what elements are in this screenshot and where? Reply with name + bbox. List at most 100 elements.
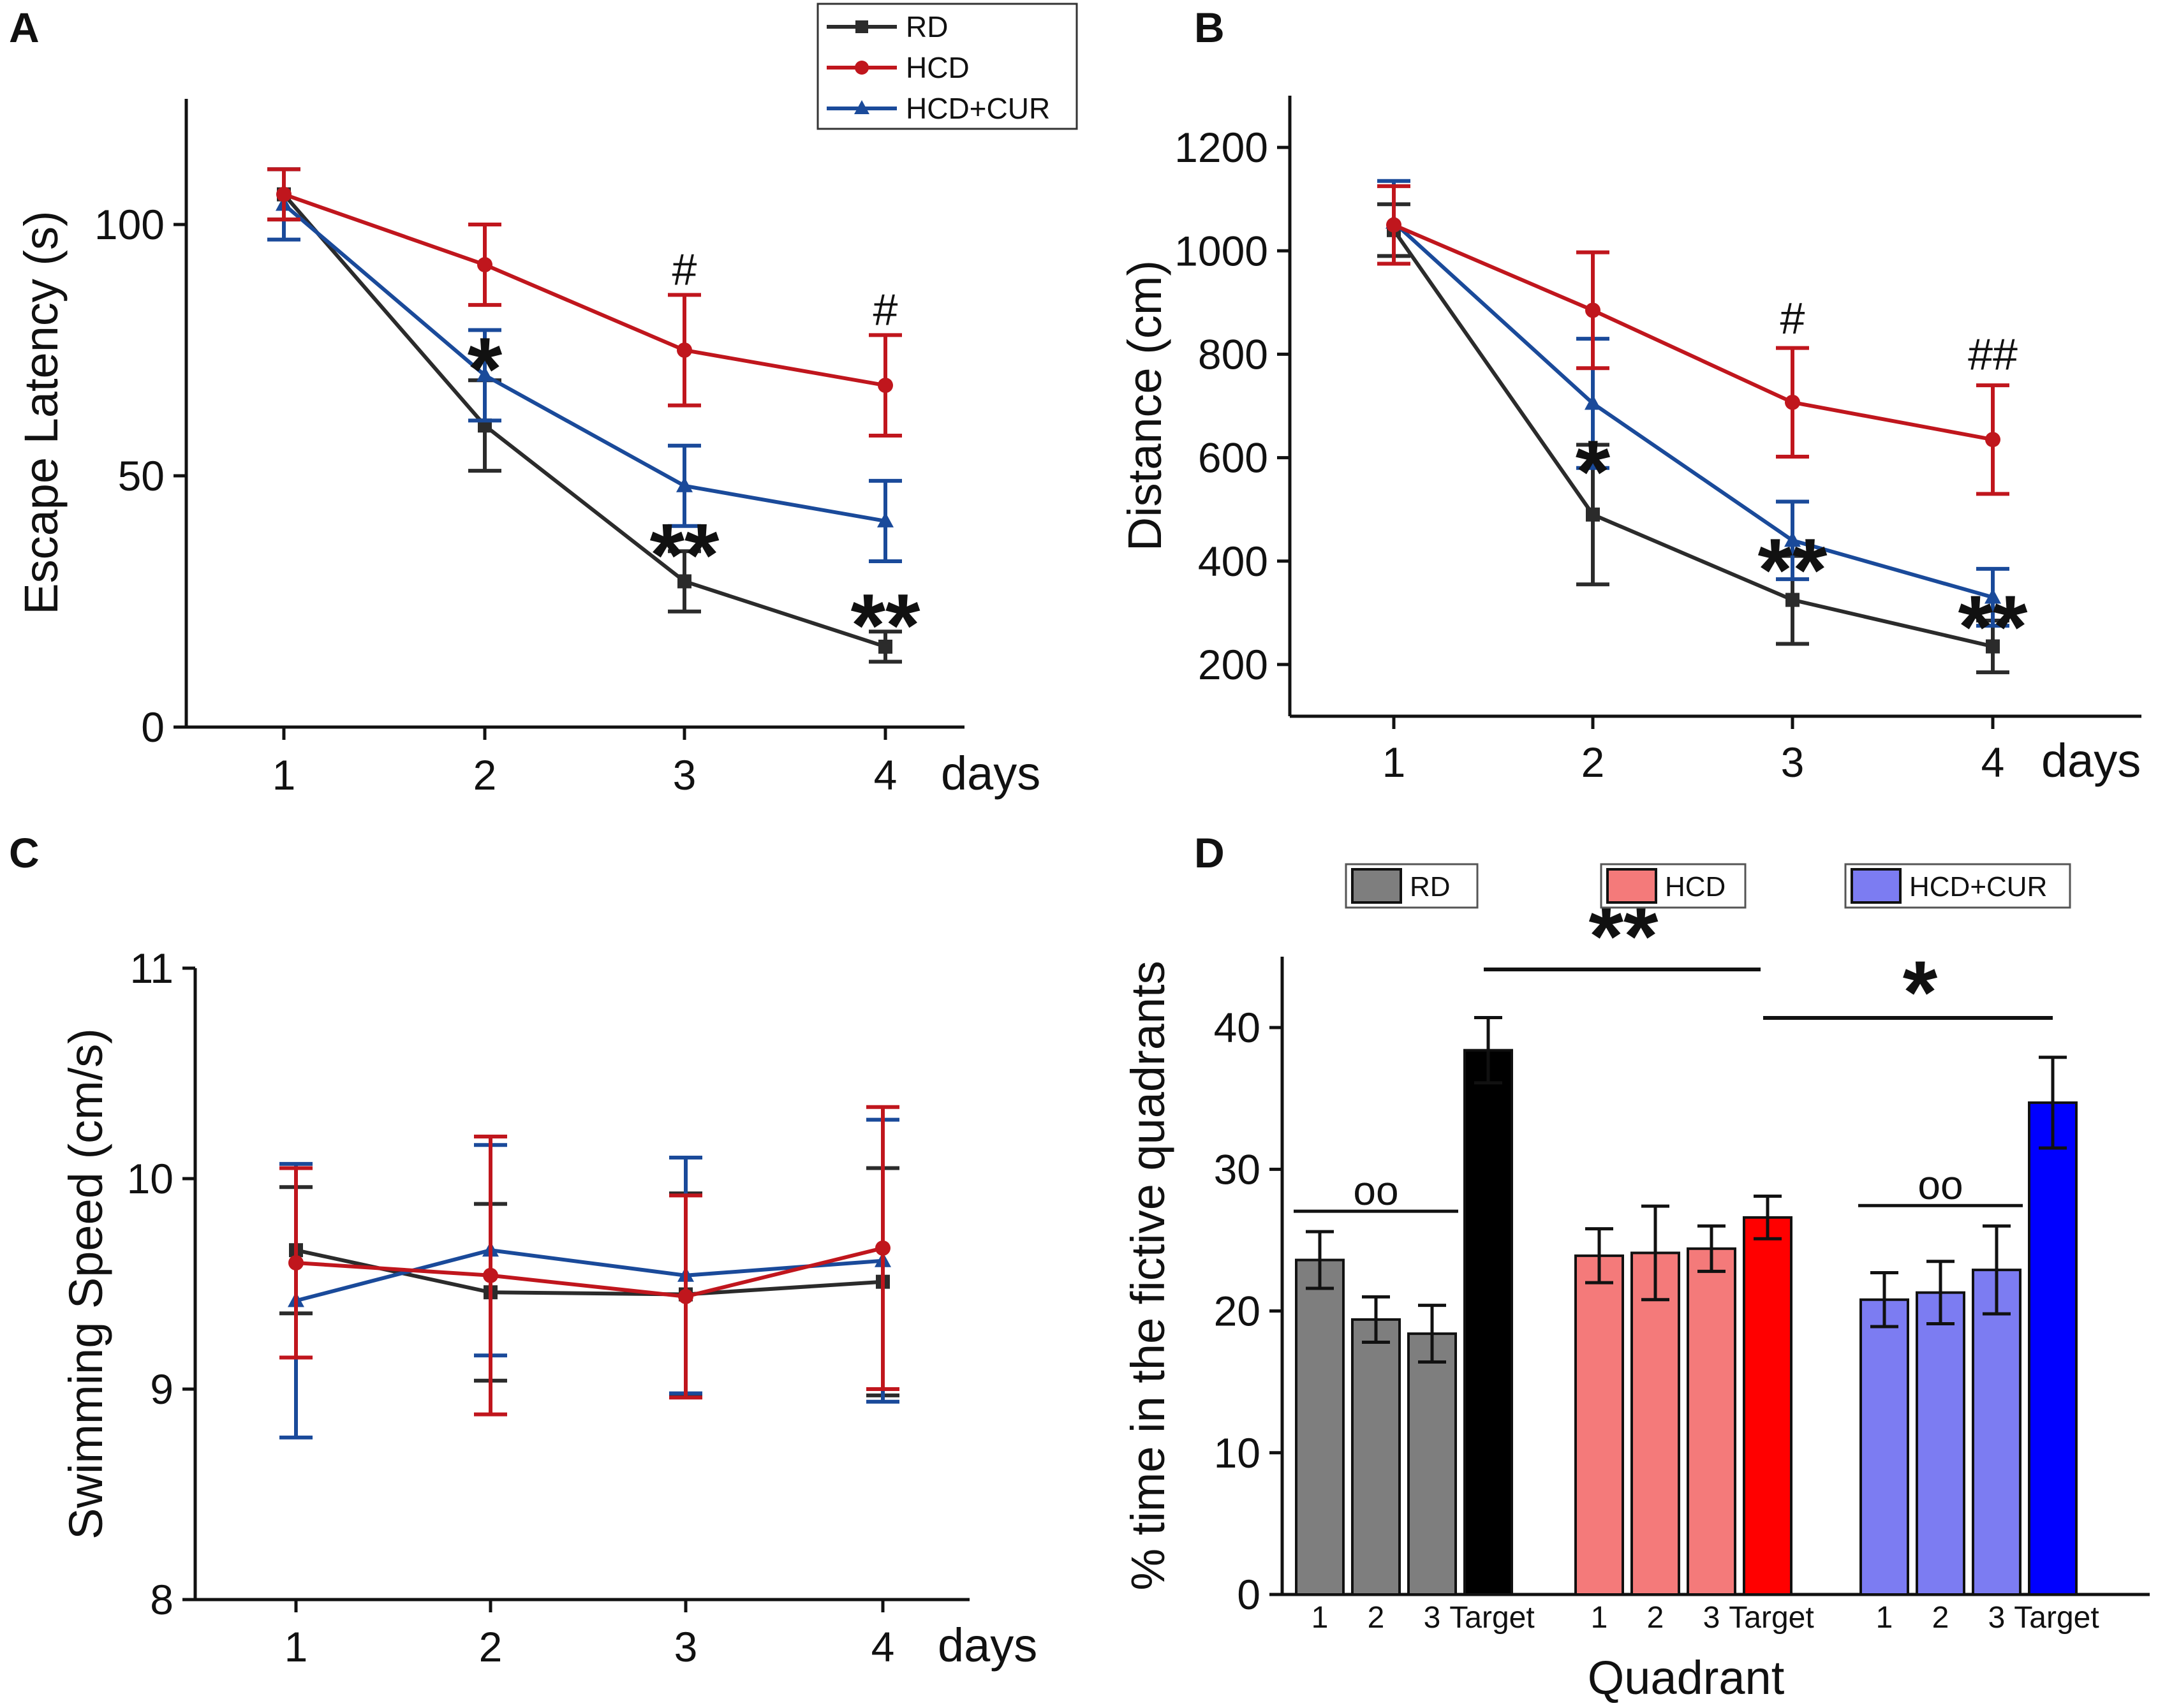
panel-b-series-hcd-cur-point xyxy=(1585,394,1601,410)
panel-a-legend: RD HCD HCD+CUR xyxy=(817,3,1078,130)
panel-d-group-rd-bar xyxy=(1407,1332,1457,1596)
panel-c-y-tick-label: 8 xyxy=(150,1576,174,1623)
panel-b-x-tick-label: 1 xyxy=(1382,739,1406,786)
panel-d-significance-circles: oo xyxy=(1918,1162,1963,1208)
panel-a-y-tick-label: 50 xyxy=(118,452,165,499)
panel-d-group-hcd-bar xyxy=(1574,1254,1624,1596)
panel-a-legend-item-hcd-cur-marker xyxy=(854,100,869,114)
panel-c-x-tick-label: 4 xyxy=(871,1623,895,1670)
panel-a-significance-star: * xyxy=(468,319,503,419)
panel-a-series-rd-point xyxy=(677,574,691,589)
panel-c-series-rd-line xyxy=(295,1248,883,1297)
panel-a-series-rd-point xyxy=(878,639,892,654)
panel-label-a: A xyxy=(9,4,40,51)
panel-d-group-hcd-cur: 1 2 3 Target xyxy=(1859,1056,2099,1635)
panel-d-group-hcd-cur-bar xyxy=(1972,1269,2021,1596)
panel-c-y-tick-label: 9 xyxy=(150,1366,174,1413)
panel-c-x-tick-label: 3 xyxy=(674,1623,698,1670)
panel-b-series-rd-line xyxy=(1392,229,1993,649)
panel-a-series-hcd-cur-point xyxy=(877,512,894,527)
panel-a-x-tick-label: 2 xyxy=(473,751,497,799)
panel-b-significance-star: * xyxy=(1576,422,1611,522)
panel-d-x-axis-label: Quadrant xyxy=(1588,1651,1785,1704)
panel-a-series-hcd-point xyxy=(477,257,492,273)
panel-b-series-hcd-point xyxy=(1585,302,1600,318)
panel-c-y-axis-label: Swimming Speed (cm/s) xyxy=(59,1028,112,1540)
panel-d-group-rd-x-tick-label: 2 xyxy=(1368,1601,1385,1635)
panel-d-group-rd-bar xyxy=(1463,1049,1513,1596)
panel-a-series-rd xyxy=(267,167,902,664)
panel-a-y-tick-label: 0 xyxy=(141,703,165,751)
panel-a-x-tick-label: 1 xyxy=(272,751,296,799)
panel-d-group-hcd-cur-x-tick-label: 3 xyxy=(1988,1601,2006,1635)
panel-d-y-tick-label: 30 xyxy=(1214,1145,1260,1193)
panel-b-x-tick-label: 2 xyxy=(1581,739,1605,786)
panel-a-significance-hash: # xyxy=(672,245,697,295)
panel-d-legend-item-rd-swatch xyxy=(1351,868,1402,904)
panel-d-group-hcd-cur-x-tick-label: 1 xyxy=(1876,1601,1893,1635)
panel-label-c: C xyxy=(9,829,40,876)
panel-b-series-hcd-cur-point xyxy=(1784,531,1801,547)
panel-b-significance-hash: ## xyxy=(1968,330,2018,379)
panel-d-legend-item-rd-label: RD xyxy=(1410,871,1451,902)
panel-a-y-axis-label: Escape Latency (s) xyxy=(15,210,68,614)
panel-d-y-tick-label: 0 xyxy=(1237,1571,1260,1618)
panel-b-series-hcd-cur-point xyxy=(1984,588,2001,604)
panel-d-legend-item-hcd-swatch xyxy=(1606,868,1657,904)
panel-d-legend-item-hcd-cur-swatch xyxy=(1851,868,1902,904)
panel-b-series-rd-point xyxy=(1986,639,2000,654)
panel-a-series-hcd-point xyxy=(677,342,692,358)
panel-d-group-hcd-x-tick-label: 1 xyxy=(1591,1601,1608,1635)
panel-c-y-tick-label: 10 xyxy=(127,1155,174,1202)
panel-d-group-hcd-cur-x-tick-label: 2 xyxy=(1932,1601,1949,1635)
panel-c-series-hcd-line xyxy=(295,1246,883,1299)
panel-label-b: B xyxy=(1194,4,1225,51)
panel-d-y-axis-label: % time in the fictive quadrants xyxy=(1121,961,1174,1590)
panel-d-group-hcd-bar xyxy=(1630,1251,1680,1596)
panel-a-x-axis-label: days xyxy=(941,747,1040,800)
panel-b-y-tick-label: 600 xyxy=(1198,434,1268,482)
panel-a-series-rd-line xyxy=(282,193,886,649)
panel-b-series-hcd-point xyxy=(1985,432,2000,448)
panel-d-significance-circles: oo xyxy=(1353,1168,1398,1214)
panel-b-series-hcd-point xyxy=(1785,394,1800,410)
panel-label-d: D xyxy=(1194,829,1225,876)
panel-b-x-tick-label: 4 xyxy=(1981,739,2005,786)
panel-d-group-hcd-cur-bar xyxy=(1916,1291,1965,1596)
panel-c-y-tick-label: 11 xyxy=(129,945,174,992)
panel-c-series-hcd-point xyxy=(483,1267,498,1283)
panel-b-y-tick-label: 400 xyxy=(1198,538,1268,585)
panel-b-series-hcd xyxy=(1377,184,2009,496)
panel-d-significance-star: * xyxy=(1903,942,1938,1042)
panel-a-legend-item-hcd-cur-label: HCD+CUR xyxy=(906,92,1050,125)
panel-d-y-tick-label: 40 xyxy=(1214,1004,1260,1051)
panel-a-legend-item-hcd-label: HCD xyxy=(906,51,970,84)
panel-b-series-rd-point xyxy=(1586,507,1600,522)
panel-b-y-axis-label: Distance (cm) xyxy=(1118,260,1171,551)
panel-a-legend-item-rd-label: RD xyxy=(906,10,948,43)
panel-b-distance-chart: 200 400 600 800 1000 1200 1 2 3 4 days Distance (cm… xyxy=(1118,96,2141,787)
panel-d-group-rd-x-tick-label: 1 xyxy=(1312,1601,1329,1635)
panel-b-x-axis-label: days xyxy=(2041,734,2141,787)
panel-d-group-rd-bar xyxy=(1295,1258,1345,1596)
panel-c-series-hcd xyxy=(279,1105,899,1417)
panel-a-series-hcd xyxy=(267,167,902,438)
panel-a-significance-hash: # xyxy=(873,285,898,335)
panel-d-legend: RD HCD HCD+CUR xyxy=(1345,863,2071,909)
panel-c-series-hcd-point xyxy=(678,1288,693,1304)
panel-b-series-hcd-cur-line xyxy=(1392,221,1993,600)
panel-a-significance-star: ** xyxy=(851,575,920,675)
panel-c-x-axis-label: days xyxy=(938,1619,1037,1672)
panel-d-group-hcd-x-tick-label: 3 xyxy=(1703,1601,1720,1635)
panel-b-x-tick-label: 3 xyxy=(1781,739,1805,786)
panel-d-group-hcd-cur-bar xyxy=(2028,1101,2078,1596)
panel-d-group-hcd: 1 2 3 Target xyxy=(1574,1195,1814,1635)
panel-d-group-rd-x-tick-label: Target xyxy=(1449,1601,1534,1635)
panel-b-series-rd xyxy=(1377,202,2009,675)
panel-c-series-hcd-cur-line xyxy=(295,1248,883,1303)
panel-b-significance-star: ** xyxy=(1758,520,1828,620)
panel-a-legend-item-hcd-marker xyxy=(855,61,869,75)
panel-d-group-hcd-bar xyxy=(1743,1216,1792,1596)
panel-d-group-hcd-x-tick-label: Target xyxy=(1729,1601,1814,1635)
